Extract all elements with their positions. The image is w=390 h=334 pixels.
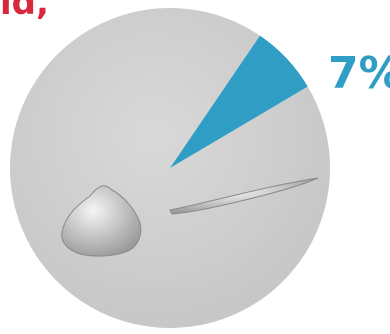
salt-line: [169, 177, 319, 215]
pie-slices: [9, 7, 330, 328]
pie-slice-highlight: [170, 35, 308, 168]
slice-percent-label: 7%: [328, 48, 390, 99]
salt-pile-illustration: [61, 177, 319, 257]
salt-mound: [61, 185, 142, 257]
cropped-header-text: id,: [0, 0, 49, 23]
